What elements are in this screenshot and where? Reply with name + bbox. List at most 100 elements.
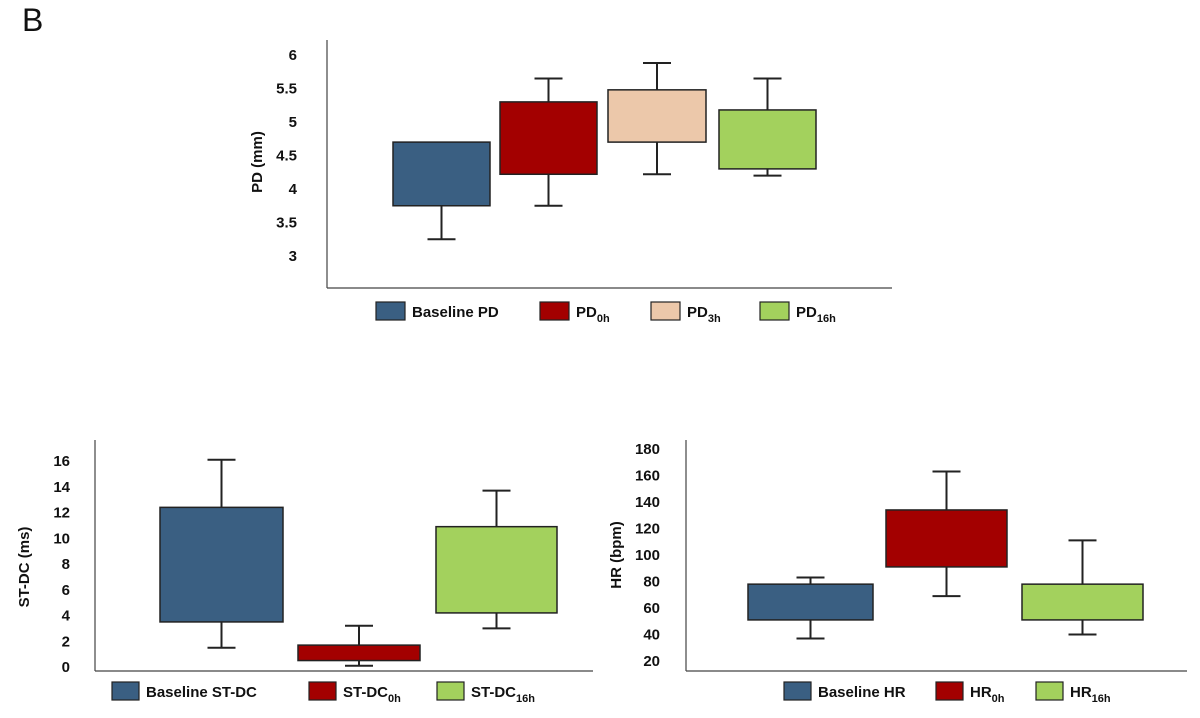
pd-legend-item-3: PD16h: [759, 301, 836, 325]
legend-label-main: ST-DC: [343, 684, 388, 701]
stdc-box-2: [435, 489, 558, 630]
legend-swatch: [1035, 681, 1064, 701]
stdc-y-tick-label: 0: [62, 659, 70, 676]
box-body: [392, 141, 491, 207]
legend-label-main: HR: [970, 684, 992, 701]
hr-y-axis-label: HR (bpm): [608, 521, 625, 589]
legend-label-subscript: 0h: [388, 693, 401, 705]
box-body: [747, 583, 874, 621]
legend-label-subscript: 16h: [817, 313, 836, 325]
pd-box-3: [718, 77, 817, 177]
stdc-y-tick-label: 6: [62, 582, 70, 599]
stdc-y-tick-label: 10: [53, 530, 70, 547]
hr-y-tick-label: 140: [635, 494, 660, 511]
hr-y-tick-label: 160: [635, 468, 660, 485]
pd-y-tick-label: 5.5: [276, 81, 297, 98]
box-body: [718, 109, 817, 170]
stdc-y-tick-label: 16: [53, 453, 70, 470]
hr-y-tick-label: 100: [635, 547, 660, 564]
hr-y-tick-label: 120: [635, 521, 660, 538]
legend-label-main: Baseline HR: [818, 684, 906, 701]
panel-letter: B: [22, 2, 44, 38]
pd-box-2: [607, 62, 707, 176]
hr-legend-item-2: HR16h: [1035, 681, 1111, 705]
pd-y-tick-label: 3.5: [276, 215, 297, 232]
hr-box-1: [885, 470, 1008, 598]
hr-legend-item-1: HR0h: [935, 681, 1005, 705]
legend-label-subscript: 0h: [992, 693, 1005, 705]
legend-label: Baseline PD: [412, 304, 499, 321]
box-body: [607, 89, 707, 143]
stdc-legend-item-0: Baseline ST-DC: [111, 681, 257, 701]
pd-box-1: [499, 77, 598, 207]
legend-label: ST-DC0h: [343, 684, 401, 705]
pd-legend-item-1: PD0h: [539, 301, 610, 325]
legend-label: ST-DC16h: [471, 684, 535, 705]
hr-y-tick-label: 180: [635, 441, 660, 458]
hr-y-tick-label: 80: [643, 574, 660, 591]
pd-legend-item-0: Baseline PD: [375, 301, 499, 321]
legend-label-main: HR: [1070, 684, 1092, 701]
chart-stdc: 0 2 4 6 8 10 12 14 16 ST-DC (ms) Baseline ST-DC ST-…: [16, 440, 593, 705]
box-body: [499, 101, 598, 176]
legend-label: Baseline ST-DC: [146, 684, 257, 701]
legend-label: PD0h: [576, 304, 610, 325]
stdc-y-axis-label: ST-DC (ms): [16, 527, 33, 608]
legend-label: Baseline HR: [818, 684, 906, 701]
legend-label-main: Baseline PD: [412, 304, 499, 321]
stdc-box-0: [159, 458, 284, 649]
pd-y-tick-label: 3: [289, 248, 297, 265]
stdc-y-tick-label: 8: [62, 556, 70, 573]
pd-y-tick-label: 6: [289, 47, 297, 64]
hr-legend-item-0: Baseline HR: [783, 681, 906, 701]
stdc-y-tick-label: 12: [53, 505, 70, 522]
hr-box-2: [1021, 539, 1144, 636]
box-body: [435, 525, 558, 614]
legend-swatch: [539, 301, 570, 321]
pd-y-tick-label: 5: [289, 114, 297, 131]
hr-y-tick-label: 60: [643, 600, 660, 617]
legend-swatch: [783, 681, 812, 701]
box-body: [885, 509, 1008, 568]
legend-label: HR0h: [970, 684, 1005, 705]
legend-label-subscript: 0h: [597, 313, 610, 325]
pd-box-0: [392, 141, 491, 241]
stdc-y-tick-label: 2: [62, 633, 70, 650]
legend-label: PD16h: [796, 304, 836, 325]
chart-hr: 20 40 60 80 100 120 140 160 180 HR (bpm) Baseline …: [608, 440, 1187, 705]
legend-swatch: [650, 301, 681, 321]
legend-label-main: PD: [796, 304, 817, 321]
legend-label: HR16h: [1070, 684, 1111, 705]
stdc-y-tick-label: 4: [62, 608, 71, 625]
box-body: [297, 644, 421, 662]
stdc-box-1: [297, 624, 421, 667]
pd-legend-item-2: PD3h: [650, 301, 721, 325]
hr-box-0: [747, 576, 874, 640]
pd-y-axis-label: PD (mm): [249, 131, 266, 193]
box-body: [1021, 583, 1144, 621]
legend-swatch: [935, 681, 964, 701]
stdc-legend-item-2: ST-DC16h: [436, 681, 535, 705]
pd-y-tick-label: 4.5: [276, 148, 297, 165]
legend-label-main: Baseline ST-DC: [146, 684, 257, 701]
legend-label-subscript: 16h: [1092, 693, 1111, 705]
legend-swatch: [436, 681, 465, 701]
legend-label-main: PD: [687, 304, 708, 321]
stdc-legend-item-1: ST-DC0h: [308, 681, 401, 705]
hr-y-tick-label: 20: [643, 653, 660, 670]
legend-label-subscript: 3h: [708, 313, 721, 325]
legend-label: PD3h: [687, 304, 721, 325]
hr-y-tick-label: 40: [643, 627, 660, 644]
stdc-y-tick-label: 14: [53, 479, 70, 496]
legend-label-main: PD: [576, 304, 597, 321]
legend-swatch: [111, 681, 140, 701]
legend-swatch: [308, 681, 337, 701]
legend-label-main: ST-DC: [471, 684, 516, 701]
legend-label-subscript: 16h: [516, 693, 535, 705]
legend-swatch: [375, 301, 406, 321]
box-body: [159, 506, 284, 623]
legend-swatch: [759, 301, 790, 321]
pd-y-tick-label: 4: [289, 181, 298, 198]
